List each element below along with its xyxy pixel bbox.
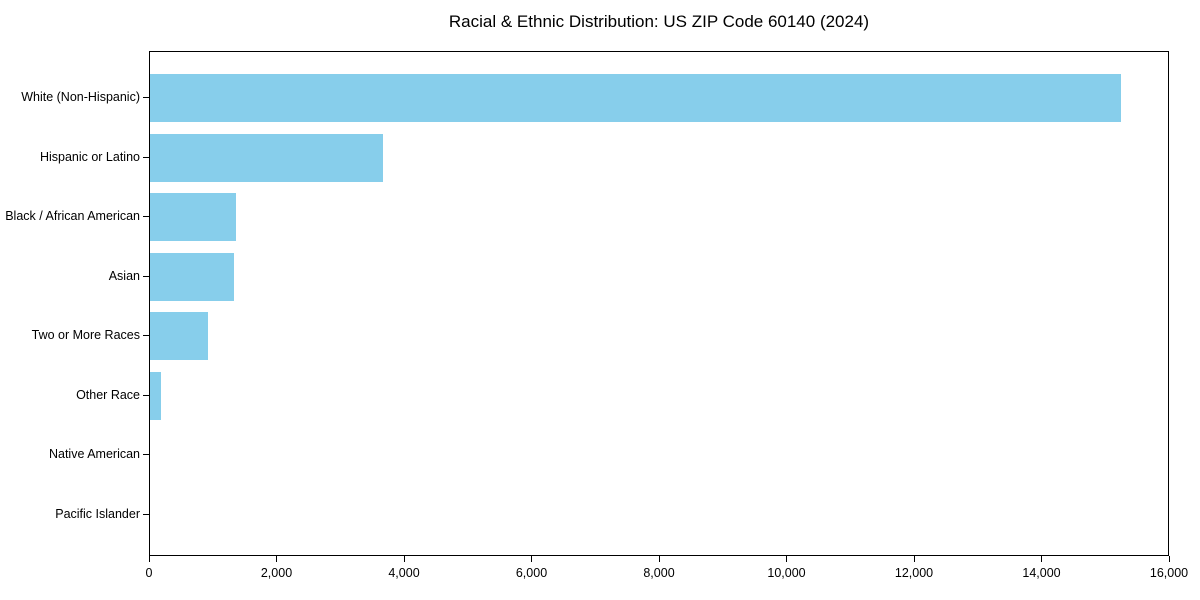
y-tick-label-pacific-islander: Pacific Islander [55, 506, 140, 521]
y-tick-mark [143, 216, 149, 218]
x-tick-label-4-000: 4,000 [388, 566, 420, 580]
x-tick-label-10-000: 10,000 [767, 566, 806, 580]
bar-black-african-american [150, 193, 237, 242]
x-tick-label-8-000: 8,000 [643, 566, 675, 580]
x-tick-mark [531, 556, 532, 562]
x-tick-label-2-000: 2,000 [260, 566, 293, 580]
bar-hispanic-or-latino [150, 133, 383, 182]
y-tick-label-other-race: Other Race [76, 387, 140, 402]
x-tick-mark [276, 556, 277, 562]
y-tick-label-white-non-hispanic: White (Non-Hispanic) [21, 90, 140, 104]
bar-white-non-hispanic [150, 74, 1121, 122]
y-tick-label-black-african-american: Black / African American [5, 209, 140, 224]
x-tick-mark [148, 556, 150, 562]
plot-area [149, 51, 1169, 556]
x-tick-label-6-000: 6,000 [515, 566, 548, 580]
y-tick-label-two-or-more-races: Two or More Races [31, 328, 140, 343]
y-tick-label-asian: Asian [108, 268, 140, 283]
y-tick-label-hispanic-or-latino: Hispanic or Latino [39, 149, 140, 164]
y-tick-mark [143, 275, 149, 277]
x-tick-label-16-000: 16,000 [1149, 566, 1189, 580]
x-tick-mark [786, 556, 787, 562]
y-tick-mark [143, 394, 149, 396]
bar-asian [150, 252, 235, 301]
chart-title: Racial & Ethnic Distribution: US ZIP Cod… [448, 12, 870, 31]
x-tick-label-0: 0 [145, 566, 153, 580]
y-tick-mark [143, 513, 149, 515]
bar-two-or-more-races [150, 312, 208, 361]
x-tick-label-12-000: 12,000 [894, 566, 934, 580]
bar-other-race [150, 371, 162, 420]
x-tick-mark [913, 556, 915, 562]
y-tick-mark [143, 156, 149, 158]
y-tick-mark [143, 335, 149, 337]
x-tick-mark [1168, 556, 1170, 562]
y-tick-mark [143, 454, 149, 456]
x-tick-mark [403, 556, 405, 562]
x-tick-mark [1041, 556, 1042, 562]
y-tick-mark [143, 97, 149, 98]
y-tick-label-native-american: Native American [48, 447, 140, 462]
x-tick-mark [658, 556, 660, 562]
x-tick-label-14-000: 14,000 [1022, 566, 1061, 580]
